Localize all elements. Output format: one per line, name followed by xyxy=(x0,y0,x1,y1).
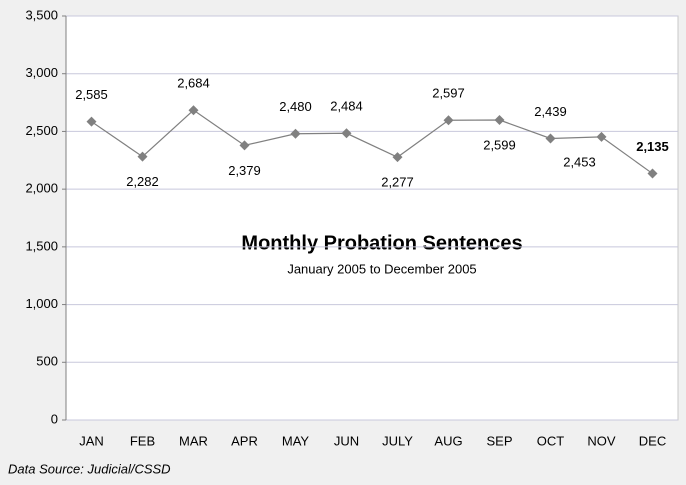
data-label: 2,277 xyxy=(381,175,414,190)
data-point xyxy=(545,133,556,144)
x-tick-label: NOV xyxy=(587,433,616,448)
y-tick-label: 2,500 xyxy=(25,123,58,138)
data-label: 2,684 xyxy=(177,76,210,91)
data-label: 2,453 xyxy=(563,154,596,169)
data-point xyxy=(137,151,148,162)
x-tick-label: AUG xyxy=(434,433,462,448)
source-note: Data Source: Judicial/CSSD xyxy=(8,461,171,476)
series-line xyxy=(91,109,653,175)
data-point xyxy=(188,105,199,116)
data-label: 2,135 xyxy=(636,139,669,154)
chart-subtitle: January 2005 to December 2005 xyxy=(287,261,476,276)
data-label: 2,282 xyxy=(126,174,159,189)
data-label: 2,439 xyxy=(534,104,567,119)
data-label: 2,585 xyxy=(75,87,108,102)
data-point xyxy=(86,116,97,127)
chart-title: Monthly Probation Sentences xyxy=(241,232,522,254)
x-tick-label: JUN xyxy=(334,433,359,448)
data-point xyxy=(647,168,658,179)
x-tick-label: JULY xyxy=(382,433,413,448)
plot-area xyxy=(65,15,679,421)
x-tick-label: JAN xyxy=(79,433,104,448)
data-point xyxy=(392,152,403,163)
y-tick-label: 3,500 xyxy=(25,7,58,22)
x-tick-label: SEP xyxy=(486,433,512,448)
data-label: 2,480 xyxy=(279,99,312,114)
data-label: 2,379 xyxy=(228,163,261,178)
y-tick-label: 500 xyxy=(36,354,58,369)
x-tick-label: MAY xyxy=(282,433,310,448)
data-point xyxy=(494,115,505,126)
data-label: 2,597 xyxy=(432,86,465,101)
y-tick-label: 0 xyxy=(51,411,58,426)
y-tick-label: 3,000 xyxy=(25,65,58,80)
x-tick-label: APR xyxy=(231,433,258,448)
data-point xyxy=(290,128,301,139)
x-tick-label: DEC xyxy=(639,433,666,448)
data-point xyxy=(341,128,352,139)
y-tick-label: 1,000 xyxy=(25,296,58,311)
y-tick-label: 1,500 xyxy=(25,238,58,253)
data-point xyxy=(239,140,250,151)
data-point xyxy=(596,131,607,142)
data-label: 2,484 xyxy=(330,99,363,114)
x-tick-label: MAR xyxy=(179,433,208,448)
x-tick-label: FEB xyxy=(130,433,155,448)
data-point xyxy=(443,115,454,126)
x-tick-label: OCT xyxy=(537,433,565,448)
y-tick-label: 2,000 xyxy=(25,181,58,196)
data-label: 2,599 xyxy=(483,137,516,152)
